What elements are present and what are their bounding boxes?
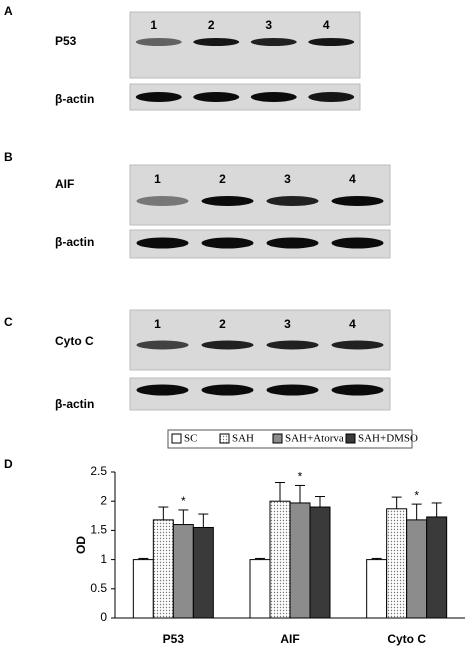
significance-marker: *: [181, 494, 186, 508]
band: [193, 92, 240, 102]
lane-number: 1: [154, 172, 161, 186]
y-tick-label: 1: [100, 552, 107, 566]
legend-swatch: [272, 433, 283, 444]
bar: [152, 519, 174, 619]
legend-entry: SAH: [232, 433, 254, 445]
lane-number: 3: [265, 18, 272, 32]
band: [331, 340, 384, 350]
y-tick-label: 2.5: [90, 464, 107, 478]
y-axis-label: OD: [74, 536, 88, 554]
blot-label: β-actin: [55, 235, 94, 249]
bar: [289, 502, 311, 619]
band: [136, 196, 189, 206]
bar: [172, 524, 194, 619]
lane-number: 3: [284, 317, 291, 331]
lane-number: 2: [219, 317, 226, 331]
bar: [192, 526, 214, 619]
y-tick-label: 0.5: [90, 581, 107, 595]
significance-marker: *: [298, 470, 303, 484]
panel-label: B: [4, 150, 13, 164]
lane-number: 1: [154, 317, 161, 331]
band: [266, 340, 319, 350]
band: [135, 38, 182, 46]
band: [136, 237, 189, 249]
y-tick-label: 1.5: [90, 523, 107, 537]
band: [201, 384, 254, 396]
bar: [269, 500, 291, 619]
lane-number: 4: [349, 172, 356, 186]
legend-entry: SC: [184, 433, 197, 445]
x-tick-label: AIF: [280, 632, 299, 646]
significance-marker: *: [414, 488, 419, 502]
band: [201, 196, 254, 206]
bar: [132, 559, 154, 619]
band: [266, 237, 319, 249]
y-tick-label: 0: [100, 610, 107, 624]
panel-label: A: [4, 4, 13, 18]
band: [266, 384, 319, 396]
band: [201, 340, 254, 350]
bar: [426, 516, 448, 619]
legend-swatch: [345, 433, 356, 444]
blot-label: Cyto C: [55, 334, 94, 348]
legend-entry: SAH+Atorva: [285, 433, 344, 445]
band: [201, 237, 254, 249]
legend: SC SAH SAH+Atorva SAH+DMSO: [167, 429, 418, 449]
blot-label: P53: [55, 34, 77, 48]
blot-label: β-actin: [55, 397, 94, 411]
y-tick-label: 2: [100, 493, 107, 507]
legend-swatch: [171, 433, 182, 444]
bar: [249, 559, 271, 619]
lane-number: 3: [284, 172, 291, 186]
lane-number: 2: [219, 172, 226, 186]
blot: [129, 164, 391, 226]
band: [266, 196, 319, 206]
blot: [129, 309, 391, 371]
x-tick-label: Cyto C: [387, 632, 426, 646]
band: [136, 340, 189, 350]
lane-number: 1: [150, 18, 157, 32]
bar: [386, 508, 408, 619]
band: [193, 38, 240, 46]
lane-number: 4: [349, 317, 356, 331]
band: [331, 196, 384, 206]
band: [331, 384, 384, 396]
legend-swatch: [219, 433, 230, 444]
blot-label: AIF: [55, 177, 74, 191]
bar: [406, 519, 428, 619]
band: [135, 92, 182, 102]
panel-label: C: [4, 315, 13, 329]
legend-entry: SAH+DMSO: [358, 433, 418, 445]
x-tick-label: P53: [163, 632, 185, 646]
lane-number: 2: [208, 18, 215, 32]
blot-label: β-actin: [55, 92, 94, 106]
band: [250, 92, 297, 102]
band: [308, 92, 355, 102]
band: [308, 38, 355, 46]
panel-label: D: [4, 457, 13, 471]
bar: [309, 506, 331, 619]
band: [250, 38, 297, 46]
band: [136, 384, 189, 396]
bar: [366, 559, 388, 619]
band: [331, 237, 384, 249]
lane-number: 4: [323, 18, 330, 32]
